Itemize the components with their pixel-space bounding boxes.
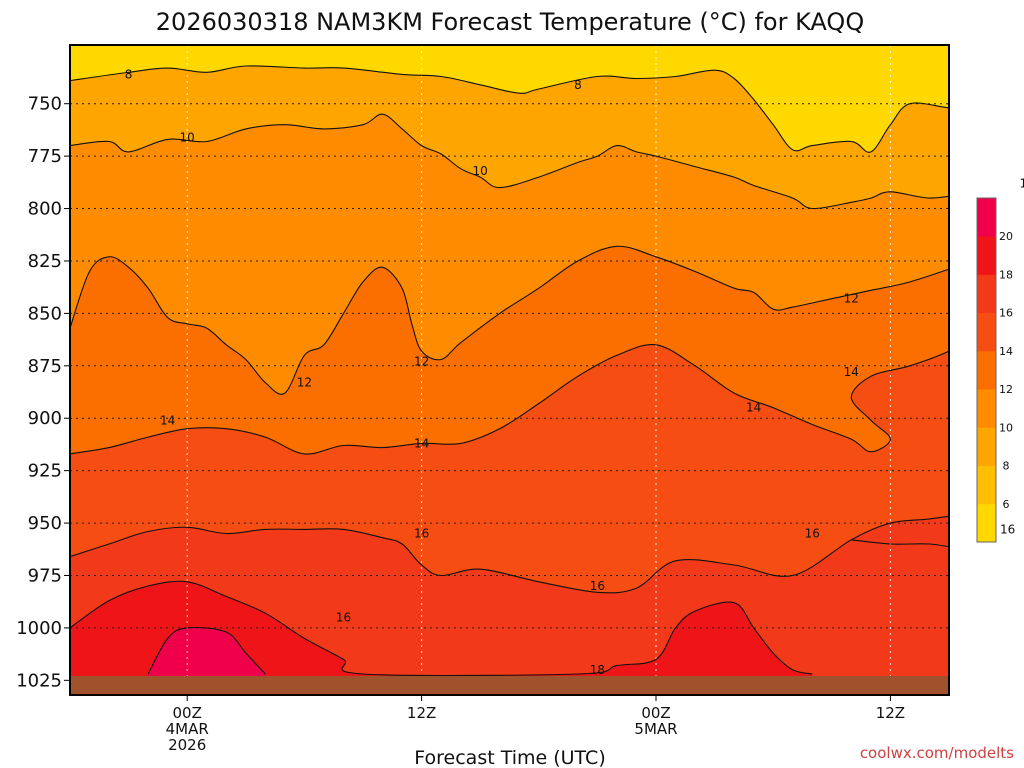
y-tick-label-750: 750: [28, 94, 62, 115]
contour-labels: 888101010121212141414141616161616161618: [125, 67, 1024, 676]
colorbar-swatch-7: [977, 236, 996, 275]
colorbar-label-14: 14: [999, 345, 1013, 358]
colorbar-label-6: 6: [1003, 498, 1010, 511]
contour-label-10-1-0: 10: [180, 130, 195, 144]
contour-line-14-3: [70, 344, 949, 455]
temperature-fills: [70, 65, 949, 695]
colorbar-swatch-2: [977, 427, 996, 466]
contour-label-8-0-1: 8: [574, 78, 582, 92]
contour-label-14-3-2: 14: [746, 401, 761, 415]
chart-title: 2026030318 NAM3KM Forecast Temperature (…: [156, 8, 864, 36]
contour-label-10-1-1: 10: [473, 164, 488, 178]
contour-line-10-1: [70, 113, 949, 210]
x-tick-label-30-1: 00Z: [641, 704, 670, 722]
y-tick-label-775: 775: [28, 146, 62, 167]
contour-line-16-4: [70, 515, 949, 594]
contour-label-14-3-1: 14: [414, 436, 429, 450]
contour-line-16-5: [851, 539, 949, 548]
y-tick-label-925: 925: [28, 461, 62, 482]
y-tick-label-900: 900: [28, 408, 62, 429]
x-tick-label-30-2: 5MAR: [634, 720, 677, 738]
colorbar-swatch-6: [977, 274, 996, 313]
contour-label-16-4-1: 16: [414, 527, 429, 541]
colorbar-swatch-8: [977, 198, 996, 237]
contour-line-8-0: [70, 65, 949, 153]
contour-label-16-4-4: 16: [1000, 522, 1015, 536]
y-tick-label-800: 800: [28, 199, 62, 220]
x-tick-label-6-3: 2026: [168, 736, 206, 754]
contour-label-8-0-0: 8: [125, 67, 133, 81]
y-tick-label-875: 875: [28, 356, 62, 377]
colorbar-swatch-4: [977, 350, 996, 390]
x-tick-label-18-1: 12Z: [407, 704, 436, 722]
contour-label-10-1-2: 10: [1019, 176, 1024, 190]
colorbar: 6 8 10 12 14 16 18 20: [976, 197, 1013, 543]
colorbar-label-16: 16: [999, 307, 1013, 320]
contour-label-12-2-0: 12: [297, 376, 312, 390]
contour-lines: [70, 65, 949, 677]
contour-label-14-3-3: 14: [844, 365, 859, 379]
x-axis-label: Forecast Time (UTC): [414, 747, 605, 768]
plot-area: [70, 45, 949, 695]
colorbar-frame: [976, 197, 997, 543]
temperature-fill-16-5: [851, 539, 949, 695]
contour-label-18-6-0: 18: [590, 663, 605, 677]
y-tick-label-850: 850: [28, 303, 62, 324]
contour-label-14-3-0: 14: [160, 413, 175, 427]
colorbar-swatch-0: [977, 503, 996, 543]
contour-line-18-6: [70, 580, 813, 677]
y-tick-label-1000: 1000: [16, 618, 62, 639]
x-tick-label-42-1: 12Z: [876, 704, 905, 722]
ground-band: [70, 676, 949, 695]
colorbar-swatch-3: [977, 389, 996, 428]
y-tick-label-950: 950: [28, 513, 62, 534]
contour-label-16-4-2: 16: [590, 579, 605, 593]
colorbar-label-10: 10: [999, 421, 1013, 434]
contour-label-16-4-3: 16: [805, 527, 820, 541]
credit-link[interactable]: coolwx.com/modelts: [860, 744, 1014, 762]
contour-line-20-7: [147, 626, 266, 675]
plot-frame: [69, 44, 950, 696]
contour-line-12-2: [70, 245, 949, 395]
contour-label-16-4-0: 16: [336, 610, 351, 624]
y-tick-label-975: 975: [28, 565, 62, 586]
colorbar-swatch-1: [977, 465, 996, 505]
colorbar-label-20: 20: [999, 230, 1013, 243]
colorbar-label-18: 18: [999, 268, 1013, 281]
contour-label-12-2-1: 12: [414, 355, 429, 369]
contour-label-12-2-2: 12: [844, 292, 859, 306]
x-tick-label-6-2: 4MAR: [166, 720, 209, 738]
y-axis: 750 775 800 825 850 875 900 925 950 975 1000 1025: [16, 94, 70, 691]
x-tick-label-6-1: 00Z: [173, 704, 202, 722]
y-tick-label-825: 825: [28, 251, 62, 272]
y-tick-label-1025: 1025: [16, 670, 62, 691]
colorbar-swatch-5: [977, 312, 996, 352]
colorbar-label-8: 8: [1003, 460, 1010, 473]
colorbar-label-12: 12: [999, 383, 1013, 396]
